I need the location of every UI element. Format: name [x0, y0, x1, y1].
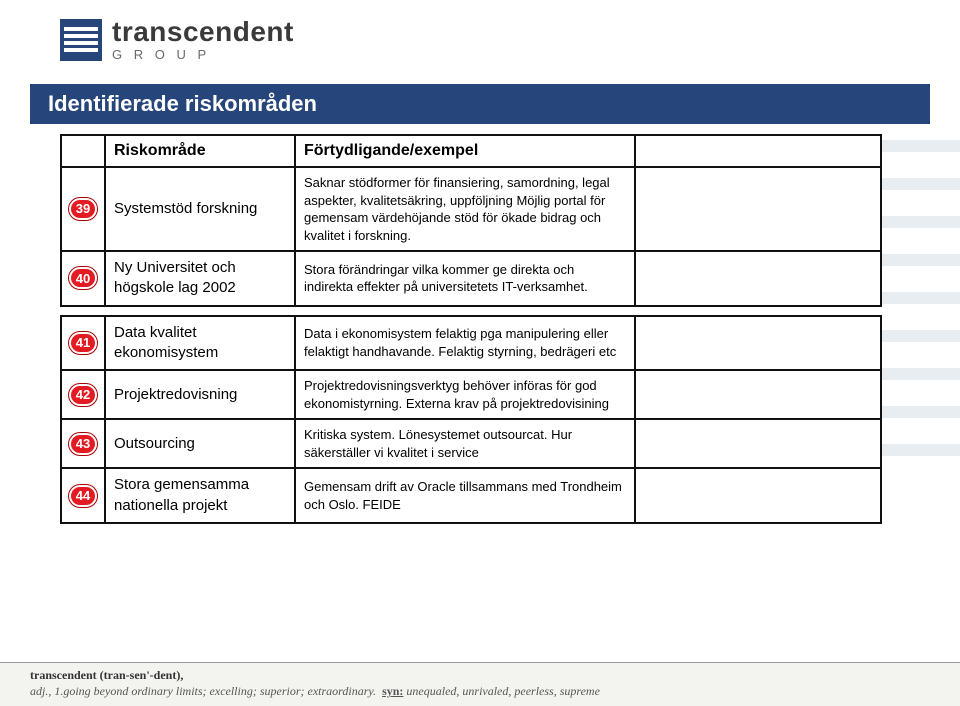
row-risk: Stora gemensamma nationella projekt — [105, 468, 295, 523]
row-badge: 44 — [69, 485, 97, 507]
footer-syn: unequaled, unrivaled, peerless, supreme — [403, 684, 600, 698]
header-blank — [61, 135, 105, 167]
logo-mark-icon — [60, 19, 102, 61]
row-badge: 40 — [69, 267, 97, 289]
logo: transcendent G R O U P — [60, 18, 294, 61]
row-desc: Data i ekonomisystem felaktig pga manipu… — [295, 316, 635, 371]
footer-syn-label: syn: — [382, 684, 403, 698]
table-row: 39 Systemstöd forskning Saknar stödforme… — [61, 167, 881, 251]
risk-table: Riskområde Förtydligande/exempel 39 Syst… — [60, 134, 880, 524]
group-1: 39 Systemstöd forskning Saknar stödforme… — [61, 167, 881, 306]
row-blank — [635, 316, 881, 371]
logo-main: transcendent — [112, 18, 294, 46]
row-desc: Projektredovisningsverktyg behöver inför… — [295, 370, 635, 419]
header-risk: Riskområde — [105, 135, 295, 167]
header-desc: Förtydligande/exempel — [295, 135, 635, 167]
footer-line1: adj., 1.going beyond ordinary limits; ex… — [30, 684, 376, 698]
group-2: 41 Data kvalitet ekonomisystem Data i ek… — [61, 316, 881, 523]
page-title-text: Identifierade riskområden — [48, 91, 317, 117]
row-desc: Saknar stödformer för finansiering, samo… — [295, 167, 635, 251]
logo-text: transcendent G R O U P — [112, 18, 294, 61]
row-blank — [635, 167, 881, 251]
row-blank — [635, 468, 881, 523]
row-badge: 43 — [69, 433, 97, 455]
table-row: 42 Projektredovisning Projektredovisning… — [61, 370, 881, 419]
table-row: 44 Stora gemensamma nationella projekt G… — [61, 468, 881, 523]
row-badge: 41 — [69, 332, 97, 354]
header-blank-2 — [635, 135, 881, 167]
row-desc: Stora förändringar vilka kommer ge direk… — [295, 251, 635, 306]
footer-definition: transcendent (tran-sen'-dent), adj., 1.g… — [0, 662, 960, 706]
page-title: Identifierade riskområden — [30, 84, 930, 124]
row-desc: Kritiska system. Lönesystemet outsourcat… — [295, 419, 635, 468]
row-badge: 42 — [69, 384, 97, 406]
row-risk: Data kvalitet ekonomisystem — [105, 316, 295, 371]
table-row: 41 Data kvalitet ekonomisystem Data i ek… — [61, 316, 881, 371]
row-desc: Gemensam drift av Oracle tillsammans med… — [295, 468, 635, 523]
row-blank — [635, 419, 881, 468]
row-risk: Ny Universitet och högskole lag 2002 — [105, 251, 295, 306]
footer-word: transcendent (tran-sen'-dent), — [30, 668, 183, 682]
row-risk: Projektredovisning — [105, 370, 295, 419]
logo-sub: G R O U P — [112, 48, 294, 61]
table-row: 40 Ny Universitet och högskole lag 2002 … — [61, 251, 881, 306]
table-row: 43 Outsourcing Kritiska system. Lönesyst… — [61, 419, 881, 468]
row-badge: 39 — [69, 198, 97, 220]
row-blank — [635, 370, 881, 419]
row-blank — [635, 251, 881, 306]
row-risk: Outsourcing — [105, 419, 295, 468]
row-risk: Systemstöd forskning — [105, 167, 295, 251]
